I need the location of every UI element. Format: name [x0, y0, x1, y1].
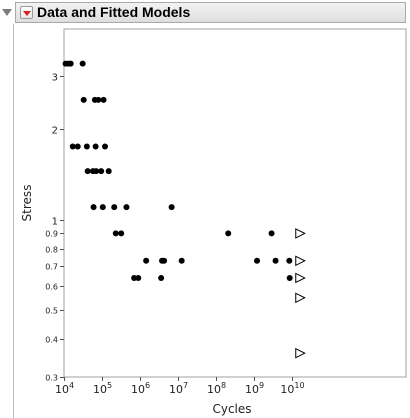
plot-frame [63, 28, 407, 378]
censored-point [295, 292, 306, 304]
data-point [74, 143, 81, 150]
x-tick-label: 105 [93, 381, 112, 396]
y-tick-label: 0.9 [45, 230, 58, 239]
y-tick-label: 0.8 [45, 246, 58, 255]
report-title-bar[interactable]: Data and Fitted Models [15, 2, 406, 23]
data-point [272, 257, 279, 264]
data-point [112, 230, 119, 237]
censored-point [295, 272, 306, 284]
y-tick-label: 0.4 [45, 336, 58, 345]
data-point [178, 257, 185, 264]
data-point [105, 168, 112, 175]
data-point [143, 257, 150, 264]
censored-point [295, 228, 306, 239]
y-tick-label: 2 [52, 126, 58, 137]
data-point [100, 96, 107, 103]
data-point [95, 96, 102, 103]
data-point [111, 204, 118, 211]
censored-point [295, 255, 306, 267]
y-tick-label: 3 [52, 73, 58, 84]
y-tick-label: 0.6 [45, 283, 58, 292]
data-point [286, 257, 293, 264]
data-point [79, 60, 86, 67]
data-point [135, 274, 142, 281]
x-tick-label: 104 [55, 381, 74, 396]
data-point [80, 96, 87, 103]
data-point [118, 230, 125, 237]
x-axis-label: Cycles [212, 402, 251, 416]
data-point [93, 168, 100, 175]
y-axis-label: Stress [20, 185, 34, 222]
data-point [168, 204, 175, 211]
data-point [84, 168, 91, 175]
y-tick-label: 0.3 [45, 374, 58, 383]
censored-point [295, 347, 306, 359]
x-tick-label: 1010 [280, 381, 304, 396]
data-point [286, 274, 293, 281]
data-point [99, 204, 106, 211]
data-point [98, 168, 105, 175]
x-tick-label: 107 [169, 381, 188, 396]
disclosure-triangle-down-icon[interactable] [2, 9, 12, 16]
y-tick-label: 1 [52, 217, 58, 228]
y-tick-label: 0.5 [45, 307, 58, 316]
report-title: Data and Fitted Models [37, 4, 191, 20]
outline-guide-line [13, 24, 14, 418]
data-point [83, 143, 90, 150]
red-triangle-menu-icon[interactable] [20, 6, 33, 19]
y-tick-label: 0.7 [45, 263, 58, 272]
data-point [254, 257, 261, 264]
data-point [225, 230, 232, 237]
data-point [67, 60, 74, 67]
x-tick-label: 108 [207, 381, 226, 396]
data-point [131, 274, 138, 281]
data-point [161, 257, 168, 264]
data-point [123, 204, 130, 211]
data-point [92, 143, 99, 150]
data-point [90, 204, 97, 211]
x-tick-label: 106 [131, 381, 150, 396]
data-point [158, 274, 165, 281]
outline-header: Data and Fitted Models [0, 0, 410, 26]
data-point [69, 143, 76, 150]
data-point [268, 230, 275, 237]
x-tick-label: 109 [245, 381, 264, 396]
data-point [102, 143, 109, 150]
